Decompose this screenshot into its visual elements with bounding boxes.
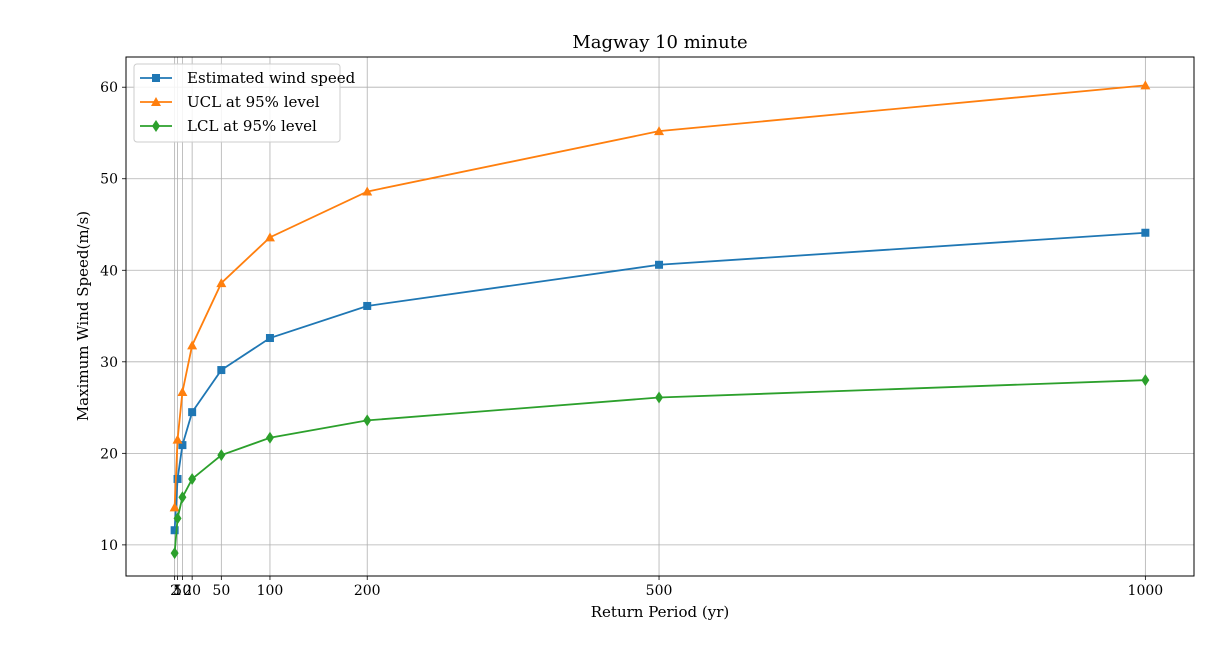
- x-tick-label: 20: [183, 583, 201, 599]
- data-point: [170, 526, 179, 535]
- data-point: [173, 512, 182, 525]
- x-tick-label: 200: [354, 583, 381, 599]
- data-point: [363, 414, 372, 427]
- y-tick-label: 40: [100, 263, 118, 279]
- x-tick-label: 500: [646, 583, 673, 599]
- x-axis-label: Return Period (yr): [591, 603, 729, 621]
- y-tick-label: 50: [100, 172, 118, 188]
- data-point: [1140, 80, 1151, 90]
- data-point: [188, 408, 197, 417]
- data-point: [655, 260, 664, 269]
- data-point: [264, 232, 275, 242]
- data-point: [265, 431, 274, 444]
- data-point: [217, 366, 226, 375]
- legend-entry: Estimated wind speed: [140, 69, 356, 87]
- grid-lines: [126, 57, 1194, 576]
- legend-entry: UCL at 95% level: [140, 93, 320, 111]
- data-point: [655, 391, 664, 404]
- data-point: [362, 186, 373, 196]
- x-tick-label: 5: [173, 583, 182, 599]
- chart-title: Magway 10 minute: [572, 32, 747, 53]
- legend-label: Estimated wind speed: [187, 69, 356, 87]
- data-point: [173, 474, 182, 483]
- data-point: [654, 126, 665, 136]
- data-point: [217, 449, 226, 462]
- data-point: [187, 340, 198, 350]
- data-point: [363, 301, 372, 310]
- series-group: [169, 80, 1151, 560]
- data-point: [188, 472, 197, 485]
- data-point: [1141, 374, 1150, 387]
- data-point: [178, 491, 187, 504]
- y-tick-label: 30: [100, 355, 118, 371]
- series-2: [169, 80, 1151, 512]
- data-point: [170, 547, 179, 560]
- x-tick-label: 1000: [1128, 583, 1164, 599]
- data-point: [178, 441, 187, 450]
- y-tick-label: 60: [100, 80, 118, 96]
- legend-label: LCL at 95% level: [187, 117, 317, 135]
- data-point: [1141, 228, 1150, 237]
- series-1: [170, 228, 1150, 535]
- y-tick-label: 20: [100, 446, 118, 462]
- legend-marker: [152, 120, 160, 132]
- legend-marker: [152, 74, 160, 82]
- x-tick-label: 10: [174, 583, 192, 599]
- legend-label: UCL at 95% level: [187, 93, 320, 111]
- legend-entry: LCL at 95% level: [140, 117, 317, 135]
- x-tick-label: 2: [170, 583, 179, 599]
- data-point: [177, 387, 188, 397]
- series-3: [170, 374, 1150, 560]
- plot-frame: [125, 56, 1195, 577]
- legend: Estimated wind speed UCL at 95% level LCL …: [133, 63, 356, 143]
- x-tick-label: 100: [257, 583, 284, 599]
- legend-marker: [151, 97, 161, 106]
- data-point: [169, 502, 180, 512]
- legend-frame: [133, 63, 341, 143]
- data-point: [265, 334, 274, 343]
- data-point: [172, 434, 183, 444]
- y-tick-label: 10: [100, 538, 118, 554]
- y-axis-label: Maximum Wind Speed(m/s): [74, 211, 92, 421]
- x-tick-label: 50: [212, 583, 230, 599]
- data-point: [216, 278, 227, 288]
- y-axis: 10 20 30 40 50 60: [100, 80, 126, 554]
